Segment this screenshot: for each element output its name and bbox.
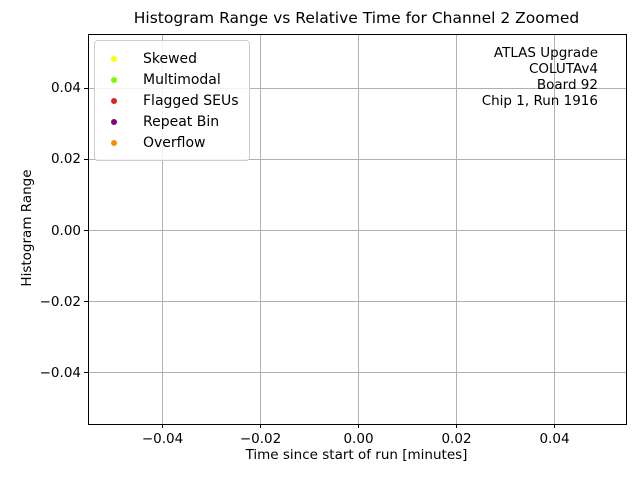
x-axis-label: Time since start of run [minutes] (245, 447, 468, 463)
y-gridline (89, 230, 626, 231)
legend-item: Flagged SEUs (95, 90, 239, 111)
y-gridline (89, 87, 626, 89)
run-info-annotation: ATLAS Upgrade COLUTAv4 Board 92 Chip 1, … (481, 45, 598, 110)
x-tick-mark (456, 424, 457, 428)
chart-title: Histogram Range vs Relative Time for Cha… (133, 9, 580, 27)
y-tick-label: 0.00 (50, 222, 81, 239)
legend-item: Overflow (95, 132, 239, 153)
x-tick-label: 0.00 (343, 431, 374, 447)
legend-item-label: Repeat Bin (143, 113, 220, 130)
x-tick-mark (554, 424, 555, 428)
y-gridline (89, 301, 626, 303)
x-gridline (456, 35, 457, 424)
y-tick-mark (84, 372, 88, 374)
annotation-line: Chip 1, Run 1916 (481, 92, 598, 109)
legend-box: Skewed Multimodal Flagged SEUs Repeat Bin Ov… (94, 40, 250, 161)
circle-icon (111, 76, 117, 83)
y-tick-mark (84, 158, 88, 160)
y-tick-label: −0.02 (39, 293, 81, 310)
legend-item: Repeat Bin (95, 111, 239, 132)
x-tick-mark (358, 424, 359, 428)
y-gridline (89, 372, 626, 374)
y-tick-mark (84, 230, 88, 231)
circle-icon (111, 139, 117, 146)
legend-item-label: Multimodal (143, 71, 221, 88)
x-gridline (554, 35, 555, 424)
legend-item-label: Flagged SEUs (143, 92, 239, 109)
circle-icon (111, 118, 117, 125)
legend-item-label: Overflow (143, 134, 206, 151)
x-tick-label: 0.04 (539, 431, 570, 447)
x-gridline (260, 35, 261, 424)
y-tick-label: −0.04 (39, 364, 81, 381)
y-gridline (89, 158, 626, 160)
x-gridline (358, 35, 359, 424)
plot-area: Skewed Multimodal Flagged SEUs Repeat Bin Ov… (40, 34, 627, 447)
annotation-line: COLUTAv4 (528, 60, 598, 77)
circle-icon (111, 55, 117, 62)
x-tick-label: 0.02 (441, 431, 472, 447)
annotation-line: Board 92 (536, 76, 598, 93)
x-tick-mark (260, 424, 261, 428)
legend-item-label: Skewed (143, 50, 198, 67)
y-tick-label: 0.04 (50, 80, 81, 97)
legend-item: Skewed (95, 48, 239, 69)
y-tick-label: 0.02 (50, 151, 81, 168)
x-tick-label: −0.02 (239, 431, 282, 447)
x-gridline (162, 35, 163, 424)
circle-icon (111, 97, 117, 104)
y-axis-label: Histogram Range (19, 169, 35, 287)
x-tick-label: −0.04 (141, 431, 184, 447)
legend-item: Multimodal (95, 69, 239, 90)
y-tick-mark (84, 301, 88, 303)
y-tick-mark (84, 87, 88, 89)
annotation-line: ATLAS Upgrade (493, 45, 598, 61)
x-tick-mark (162, 424, 163, 428)
